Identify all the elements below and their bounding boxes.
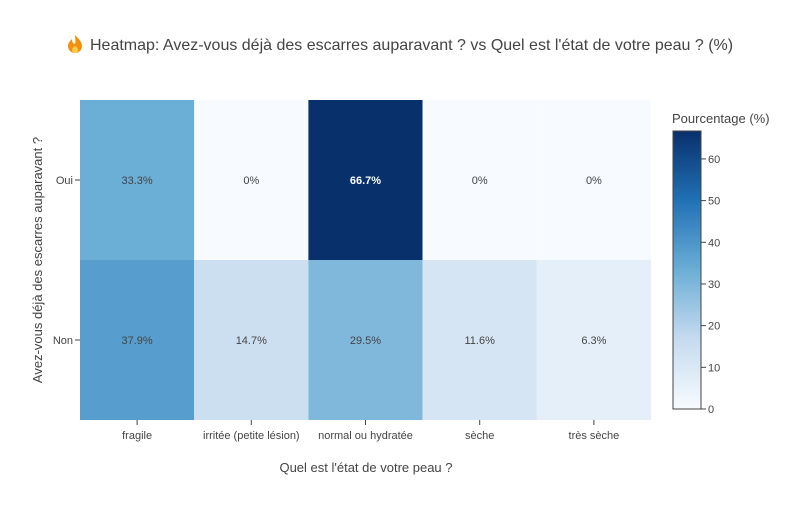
colorbar-tick-label: 50: [708, 196, 720, 208]
cell-label: 11.6%: [465, 335, 496, 347]
x-tick-label: très sèche: [569, 430, 620, 442]
heatmap-cell: [308, 260, 423, 420]
x-tick-label: sèche: [465, 430, 494, 442]
heatmap-cells: 33.3% 0% 66.7% 0% 0% 37.9% 14.7% 29.5% 11.6% 6.3%: [80, 100, 651, 420]
y-tick-label: Oui: [56, 175, 73, 187]
cell-label: 29.5%: [350, 335, 381, 347]
colorbar-gradient: [672, 130, 702, 410]
fire-icon: [68, 35, 82, 53]
chart-title: Heatmap: Avez-vous déjà des escarres aup…: [90, 37, 733, 54]
cell-label: 66.7%: [350, 175, 381, 187]
cell-label: 0%: [472, 175, 488, 187]
x-tick-label: irritée (petite lésion): [203, 430, 300, 442]
heatmap-cell: [536, 260, 651, 420]
cell-label: 0%: [243, 175, 259, 187]
colorbar-tick-label: 20: [708, 321, 720, 333]
cell-label: 14.7%: [236, 335, 267, 347]
cell-label: 37.9%: [121, 335, 152, 347]
x-tick-label: fragile: [122, 430, 152, 442]
colorbar-ticks: 0 10 20 30 40 50 60: [701, 154, 720, 416]
chart-title-group: Heatmap: Avez-vous déjà des escarres aup…: [68, 35, 733, 54]
cell-label: 0%: [586, 175, 602, 187]
x-axis: fragile irritée (petite lésion) normal ou …: [122, 420, 619, 442]
heatmap-cell: [308, 100, 423, 260]
colorbar-tick-label: 0: [708, 404, 714, 416]
heatmap-cell: [194, 260, 309, 420]
colorbar-tick-label: 40: [708, 237, 720, 249]
heatmap-cell: [422, 100, 537, 260]
x-axis-title: Quel est l'état de votre peau ?: [279, 460, 452, 475]
heatmap-cell: [536, 100, 651, 260]
cell-label: 6.3%: [581, 335, 606, 347]
colorbar-tick-label: 60: [708, 154, 720, 166]
heatmap-cell: [80, 100, 195, 260]
y-tick-label: Non: [53, 335, 73, 347]
colorbar-tick-label: 30: [708, 279, 720, 291]
colorbar-title: Pourcentage (%): [672, 111, 770, 126]
cell-label: 33.3%: [121, 175, 152, 187]
heatmap-cell: [194, 100, 309, 260]
heatmap-cell: [80, 260, 195, 420]
heatmap-cell: [422, 260, 537, 420]
colorbar-tick-label: 10: [708, 362, 720, 374]
y-axis-title: Avez-vous déjà des escarres auparavant ?: [30, 137, 45, 383]
y-axis: Oui Non: [53, 175, 80, 347]
colorbar: Pourcentage (%) 0 10 20 30 40 50 60: [672, 111, 770, 416]
x-tick-label: normal ou hydratée: [318, 430, 413, 442]
